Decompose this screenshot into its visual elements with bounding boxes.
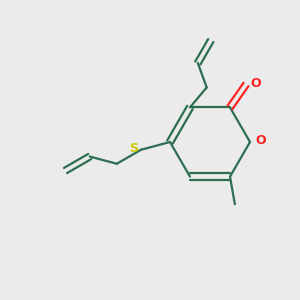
- Text: O: O: [250, 77, 261, 90]
- Text: O: O: [255, 134, 266, 148]
- Text: S: S: [129, 142, 138, 155]
